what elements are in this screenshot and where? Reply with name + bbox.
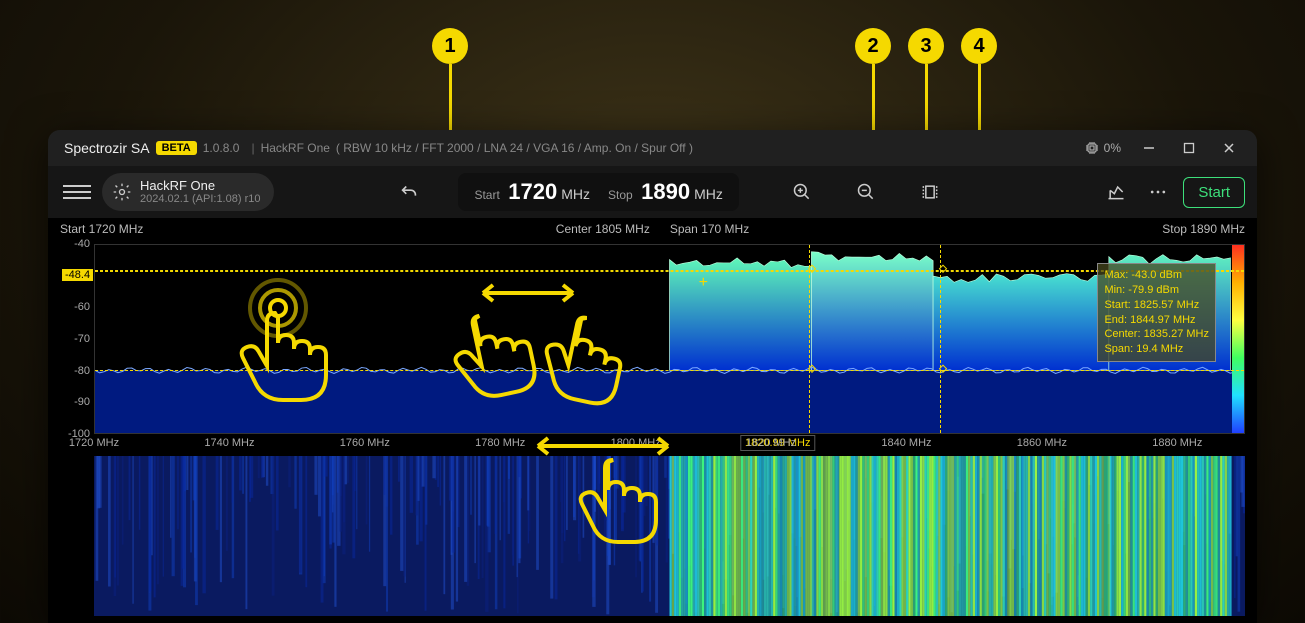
- zoom-in-button[interactable]: [785, 175, 819, 209]
- device-title: HackRF One: [261, 141, 330, 155]
- zoom-out-button[interactable]: [849, 175, 883, 209]
- swipe-gesture-icon: [518, 434, 688, 569]
- gear-icon: [112, 182, 132, 202]
- app-window: Spectrozir SA BETA 1.0.8.0 | HackRF One …: [48, 130, 1257, 623]
- undo-button[interactable]: [392, 175, 426, 209]
- zoom-fit-icon: [920, 182, 940, 202]
- threshold-label: -48.4: [62, 269, 93, 281]
- close-button[interactable]: [1209, 130, 1249, 166]
- beta-badge: BETA: [156, 141, 197, 155]
- version: 1.0.8.0: [203, 141, 240, 155]
- titlebar: Spectrozir SA BETA 1.0.8.0 | HackRF One …: [48, 130, 1257, 166]
- info-span: Span 170 MHz: [670, 222, 749, 236]
- menu-button[interactable]: [60, 175, 94, 209]
- cpu-usage: 0%: [1084, 140, 1121, 156]
- app-name: Spectrozir SA: [64, 140, 150, 156]
- device-sub: 2024.02.1 (API:1.08) r10: [140, 193, 260, 205]
- pinch-gesture-icon: [428, 278, 628, 423]
- dots-icon: [1148, 182, 1168, 202]
- minimize-button[interactable]: [1129, 130, 1169, 166]
- config-string: ( RBW 10 kHz / FFT 2000 / LNA 24 / VGA 1…: [336, 141, 693, 155]
- undo-icon: [398, 181, 420, 203]
- plot-area[interactable]: Start 1720 MHz Center 1805 MHz Span 170 …: [48, 218, 1257, 623]
- info-stop: Stop 1890 MHz: [1162, 222, 1245, 236]
- chart-icon: [1106, 182, 1126, 202]
- info-center: Center 1805 MHz: [556, 222, 650, 236]
- zoom-fit-button[interactable]: [913, 175, 947, 209]
- zoom-in-icon: [792, 182, 812, 202]
- toolbar: HackRF One 2024.02.1 (API:1.08) r10 Star…: [48, 166, 1257, 218]
- tap-gesture-icon: [228, 278, 338, 413]
- info-start: Start 1720 MHz: [60, 222, 143, 236]
- maximize-button[interactable]: [1169, 130, 1209, 166]
- cursor-readout: Max: -43.0 dBmMin: -79.9 dBmStart: 1825.…: [1097, 263, 1216, 362]
- zoom-out-icon: [856, 182, 876, 202]
- more-button[interactable]: [1141, 175, 1175, 209]
- start-button[interactable]: Start: [1183, 177, 1245, 208]
- device-name: HackRF One: [140, 179, 260, 193]
- chip-icon: [1084, 140, 1100, 156]
- device-chip[interactable]: HackRF One 2024.02.1 (API:1.08) r10: [102, 173, 274, 211]
- colorbar: [1232, 245, 1244, 433]
- chart-settings-button[interactable]: [1099, 175, 1133, 209]
- freq-range[interactable]: Start 1720MHz Stop 1890MHz: [458, 173, 738, 211]
